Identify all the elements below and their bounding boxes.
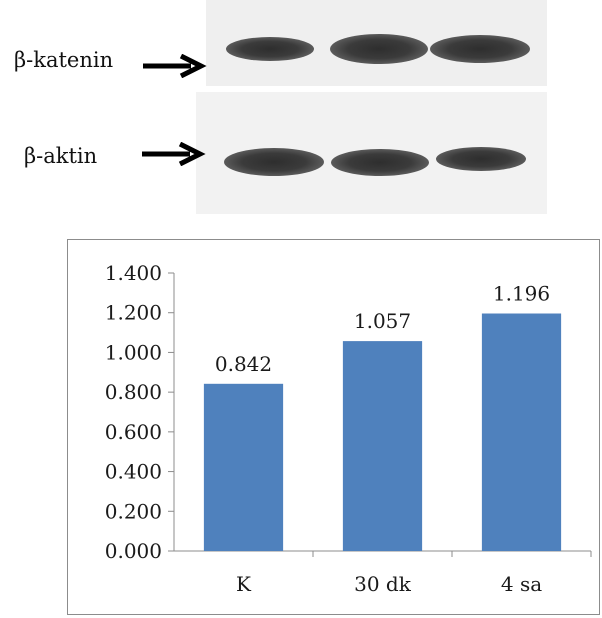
bar bbox=[342, 341, 423, 551]
data-label: 0.842 bbox=[215, 352, 272, 376]
y-tick-label: 0.800 bbox=[105, 380, 162, 404]
blot-panel-beta-katenin bbox=[206, 0, 547, 86]
right-arrow-icon bbox=[142, 142, 206, 166]
data-label: 1.057 bbox=[354, 309, 411, 333]
bar-chart: 0.000 0.200 0.400 0.600 0.800 1.000 1.200 1.400… bbox=[67, 239, 600, 615]
y-tick-label: 0.200 bbox=[105, 499, 162, 523]
y-tick-label: 1.000 bbox=[105, 340, 162, 364]
y-tick-label: 0.000 bbox=[105, 539, 162, 563]
blot-band bbox=[330, 34, 428, 64]
y-tick-label: 0.600 bbox=[105, 420, 162, 444]
blot-band bbox=[436, 147, 526, 171]
right-arrow-icon bbox=[143, 54, 207, 78]
blot-band bbox=[430, 35, 530, 63]
data-label: 1.196 bbox=[493, 282, 550, 306]
x-tick-label: K bbox=[236, 572, 252, 596]
blot-band bbox=[331, 149, 429, 176]
y-tick-label: 0.400 bbox=[105, 460, 162, 484]
y-tick-label: 1.200 bbox=[105, 301, 162, 325]
blot-band bbox=[224, 148, 324, 176]
blot-band bbox=[226, 37, 314, 61]
chart-svg: 0.000 0.200 0.400 0.600 0.800 1.000 1.200 1.400… bbox=[105, 261, 592, 596]
x-tick-label: 30 dk bbox=[354, 572, 412, 596]
blot-label-beta-katenin: β-katenin bbox=[14, 48, 114, 72]
blot-label-beta-aktin: β-aktin bbox=[24, 144, 98, 168]
y-tick-label: 1.400 bbox=[105, 261, 162, 285]
blot-panel-beta-aktin bbox=[196, 92, 547, 214]
x-tick-label: 4 sa bbox=[501, 572, 542, 596]
bar bbox=[203, 383, 284, 551]
bar bbox=[481, 313, 562, 551]
